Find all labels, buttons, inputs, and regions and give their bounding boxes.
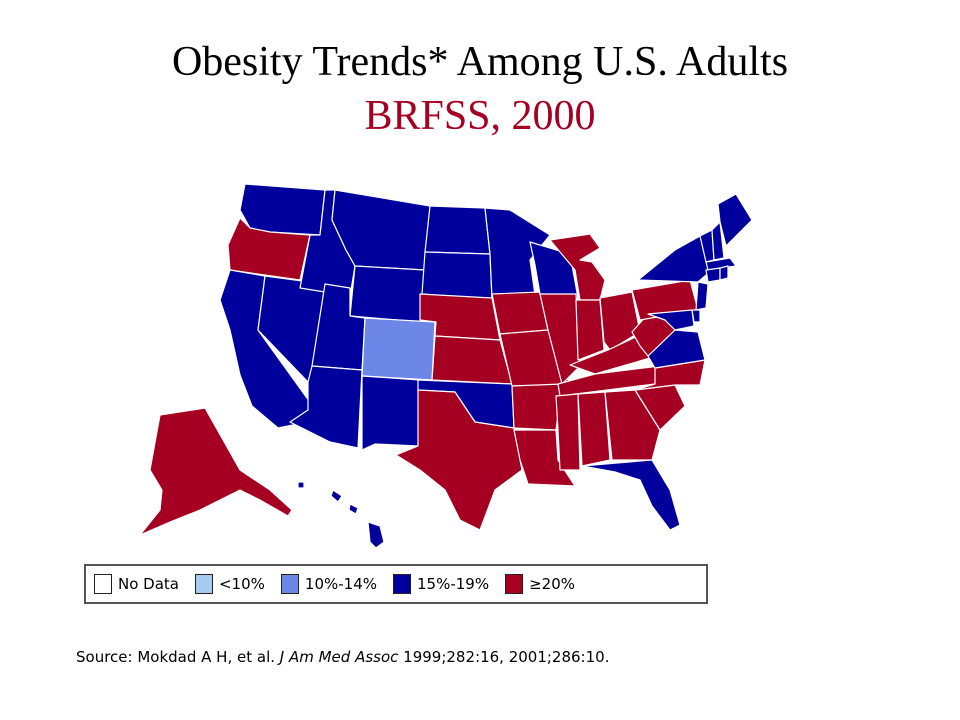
state-WY xyxy=(349,265,426,323)
state-NJ xyxy=(695,281,709,311)
state-NM xyxy=(361,375,421,451)
state-OH xyxy=(599,291,641,351)
legend-swatch xyxy=(280,574,299,594)
slide-title: Obesity Trends* Among U.S. Adults xyxy=(171,39,789,85)
state-HI xyxy=(297,481,385,549)
state-ND xyxy=(424,205,491,255)
us-map-svg xyxy=(139,183,753,549)
state-IL xyxy=(539,293,581,385)
state-MN xyxy=(484,207,551,299)
state-IA xyxy=(491,291,549,335)
legend-item-20-plus: ≥20% xyxy=(505,574,575,594)
state-AR xyxy=(511,383,563,431)
state-ME xyxy=(717,193,753,247)
source-suffix: 1999;282:16, 2001;286:10. xyxy=(398,648,610,666)
legend-item-15-19: 15%-19% xyxy=(393,574,489,594)
legend-swatch xyxy=(393,574,411,594)
legend-label: 15%-19% xyxy=(417,575,490,593)
state-AK xyxy=(139,407,293,536)
state-LA xyxy=(513,429,576,487)
state-WA xyxy=(239,183,326,236)
slide-subtitle: BRFSS, 2000 xyxy=(364,93,596,139)
legend-item-less-than-10: <10% xyxy=(194,574,265,594)
source-prefix: Source: Mokdad A H, et al. xyxy=(76,648,280,666)
legend-label: 10%-14% xyxy=(304,575,377,593)
legend-label: <10% xyxy=(218,575,265,593)
state-KS xyxy=(431,335,513,385)
state-NH xyxy=(711,221,725,261)
us-obesity-map xyxy=(100,170,800,560)
state-NY xyxy=(637,235,713,283)
state-RI xyxy=(719,265,729,281)
legend-swatch xyxy=(194,574,213,594)
state-TX xyxy=(395,389,523,531)
state-FL xyxy=(581,459,681,531)
state-AL xyxy=(577,391,611,467)
state-SD xyxy=(421,251,493,301)
state-CO xyxy=(361,317,436,381)
state-MD xyxy=(647,309,695,331)
legend-label: No Data xyxy=(118,575,179,593)
state-CT xyxy=(705,267,721,283)
legend-item-no-data: No Data xyxy=(94,574,179,594)
legend-item-10-14: 10%-14% xyxy=(280,574,377,594)
legend-swatch xyxy=(94,574,112,594)
state-MS xyxy=(555,393,581,471)
state-AZ xyxy=(289,365,363,449)
state-OR xyxy=(227,217,311,281)
legend-swatch xyxy=(505,574,524,594)
legend-label: ≥20% xyxy=(529,575,576,593)
source-journal: J Am Med Assoc xyxy=(279,648,399,666)
map-legend: No Data <10% 10%-14% 15%-19% ≥20% xyxy=(84,564,708,604)
state-MI xyxy=(549,233,606,301)
source-citation: Source: Mokdad A H, et al. J Am Med Asso… xyxy=(76,646,716,668)
state-IN xyxy=(575,299,605,361)
state-GA xyxy=(604,389,661,461)
